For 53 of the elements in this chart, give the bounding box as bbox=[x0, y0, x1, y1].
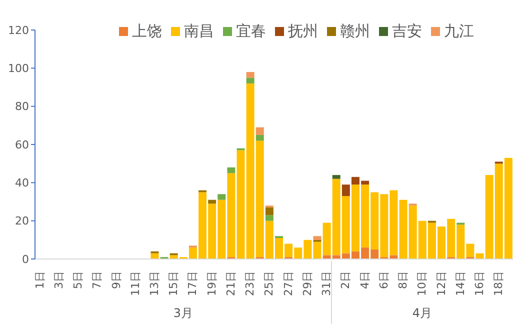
x-tick-label: 23日 bbox=[244, 271, 257, 296]
x-tick-label: 11日 bbox=[128, 271, 142, 296]
x-tick-label: 8日 bbox=[396, 271, 410, 289]
text: 3月 bbox=[172, 305, 194, 322]
x-tick-label: 7日 bbox=[90, 271, 104, 289]
bar bbox=[342, 184, 350, 196]
x-tick-label: 5日 bbox=[72, 271, 85, 289]
legend-label: 上饶 bbox=[132, 22, 162, 41]
bar bbox=[265, 215, 274, 221]
x-tick-label: 6日 bbox=[377, 271, 390, 289]
y-tick-label: 20 bbox=[15, 214, 29, 228]
bar bbox=[256, 134, 264, 141]
x-tick-label: 19日 bbox=[205, 271, 218, 296]
x-tick-label: 17日 bbox=[186, 271, 200, 296]
y-tick-label: 60 bbox=[15, 138, 29, 152]
x-tick-label: 18日 bbox=[492, 271, 506, 296]
x-tick-label: 12日 bbox=[434, 271, 448, 296]
x-tick-label: 2日 bbox=[339, 271, 352, 289]
x-tick-label: 25日 bbox=[262, 271, 276, 296]
x-tick-label: 10日 bbox=[416, 271, 429, 296]
y-tick-label: 40 bbox=[15, 176, 29, 190]
bar bbox=[218, 194, 226, 200]
y-tick-label: 120 bbox=[8, 24, 29, 37]
y-tick-label: 0 bbox=[22, 252, 29, 266]
legend-label: 九江 bbox=[444, 22, 474, 41]
x-tick-label: 31日 bbox=[320, 271, 334, 296]
x-tick-label: 13日 bbox=[148, 271, 161, 296]
x-tick-label: 15日 bbox=[167, 271, 180, 296]
x-tick-label: 3日 bbox=[52, 271, 66, 289]
y-tick-label: 100 bbox=[8, 62, 29, 76]
legend-label: 南昌 bbox=[184, 22, 214, 41]
x-tick-label: 21日 bbox=[224, 271, 238, 296]
text: 4月 bbox=[411, 305, 433, 322]
bar bbox=[265, 207, 274, 216]
x-tick-label: 9日 bbox=[110, 271, 123, 289]
legend-label: 抚州 bbox=[288, 22, 318, 41]
x-tick-label: 27日 bbox=[282, 271, 295, 296]
bar bbox=[246, 72, 254, 78]
legend-label: 吉安 bbox=[392, 22, 422, 41]
legend-label: 宜春 bbox=[236, 22, 266, 41]
bar bbox=[246, 78, 254, 84]
bar bbox=[313, 236, 322, 240]
y-tick-label: 80 bbox=[15, 100, 29, 114]
x-tick-label: 29日 bbox=[300, 271, 314, 296]
bar bbox=[332, 175, 340, 179]
bar bbox=[227, 167, 236, 174]
x-tick-label: 14日 bbox=[454, 271, 467, 296]
x-tick-label: 1日 bbox=[33, 271, 46, 289]
bar bbox=[208, 200, 216, 204]
x-tick-label: 16日 bbox=[473, 271, 486, 296]
legend-label: 赣州 bbox=[340, 22, 370, 41]
bar bbox=[256, 127, 264, 135]
x-tick-label: 4日 bbox=[358, 271, 372, 289]
